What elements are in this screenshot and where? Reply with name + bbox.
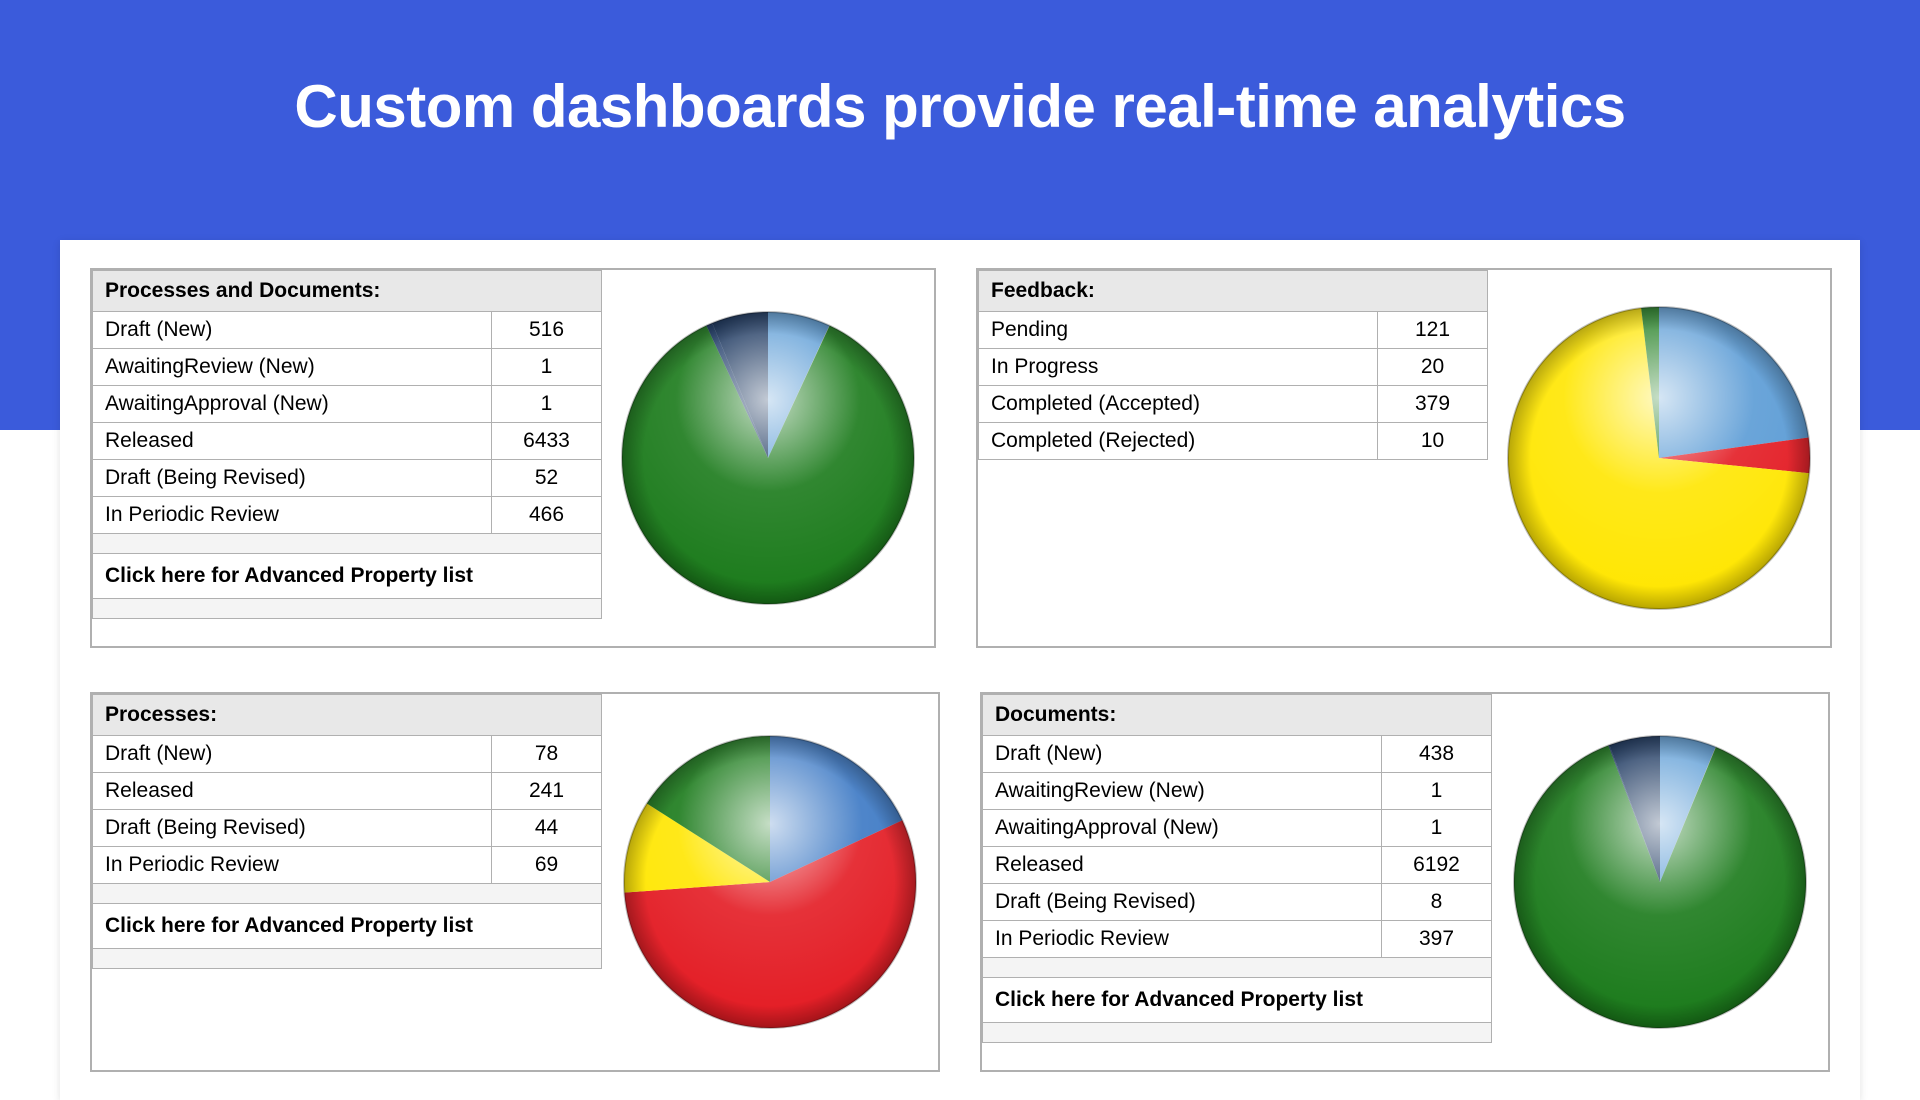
panel-table: Feedback: Pending121In Progress20Complet…: [978, 270, 1488, 646]
row-label: AwaitingApproval (New): [983, 810, 1382, 847]
table-title: Feedback:: [979, 271, 1488, 312]
table-row[interactable]: Released6433: [93, 423, 602, 460]
row-label: AwaitingReview (New): [93, 349, 492, 386]
row-label: In Periodic Review: [983, 921, 1382, 958]
row-label: AwaitingApproval (New): [93, 386, 492, 423]
advanced-property-link[interactable]: Click here for Advanced Property list: [93, 554, 602, 599]
table-row[interactable]: Pending121: [979, 312, 1488, 349]
advanced-property-link[interactable]: Click here for Advanced Property list: [983, 978, 1492, 1023]
row-value: 1: [492, 349, 602, 386]
spacer: [983, 958, 1492, 978]
row-value: 466: [492, 497, 602, 534]
pie-chart: [618, 308, 918, 608]
table-row[interactable]: Released241: [93, 773, 602, 810]
row-value: 20: [1378, 349, 1488, 386]
row-value: 438: [1382, 736, 1492, 773]
panel-table: Processes: Draft (New)78Released241Draft…: [92, 694, 602, 1070]
table-row[interactable]: Draft (New)438: [983, 736, 1492, 773]
table-row[interactable]: AwaitingReview (New)1: [93, 349, 602, 386]
row-label: Draft (Being Revised): [93, 460, 492, 497]
advanced-property-link[interactable]: Click here for Advanced Property list: [93, 904, 602, 949]
row-label: Draft (New): [93, 312, 492, 349]
panel-table: Documents: Draft (New)438AwaitingReview …: [982, 694, 1492, 1070]
panel-processes: Processes: Draft (New)78Released241Draft…: [90, 692, 940, 1072]
table-row[interactable]: In Progress20: [979, 349, 1488, 386]
pie-chart: [1504, 303, 1814, 613]
row-value: 516: [492, 312, 602, 349]
row-label: Released: [93, 773, 492, 810]
row-value: 379: [1378, 386, 1488, 423]
row-value: 78: [492, 736, 602, 773]
row-label: Released: [983, 847, 1382, 884]
row-value: 397: [1382, 921, 1492, 958]
table-row[interactable]: In Periodic Review69: [93, 847, 602, 884]
panel-chart: [1492, 694, 1828, 1070]
panel-chart: [1488, 270, 1830, 646]
data-table: Feedback: Pending121In Progress20Complet…: [978, 270, 1488, 460]
panel-chart: [602, 270, 934, 646]
row-label: AwaitingReview (New): [983, 773, 1382, 810]
dashboard-row-1: Processes and Documents: Draft (New)516A…: [90, 268, 1830, 648]
table-row[interactable]: AwaitingApproval (New)1: [983, 810, 1492, 847]
spacer: [93, 599, 602, 619]
panel-processes-and-documents: Processes and Documents: Draft (New)516A…: [90, 268, 936, 648]
row-value: 52: [492, 460, 602, 497]
table-row[interactable]: AwaitingApproval (New)1: [93, 386, 602, 423]
table-row[interactable]: Draft (Being Revised)8: [983, 884, 1492, 921]
spacer: [93, 949, 602, 969]
row-value: 10: [1378, 423, 1488, 460]
row-label: Draft (Being Revised): [93, 810, 492, 847]
table-row[interactable]: In Periodic Review466: [93, 497, 602, 534]
panel-documents: Documents: Draft (New)438AwaitingReview …: [980, 692, 1830, 1072]
data-table: Processes: Draft (New)78Released241Draft…: [92, 694, 602, 969]
pie-slice[interactable]: [1659, 307, 1809, 458]
row-value: 121: [1378, 312, 1488, 349]
row-label: Completed (Rejected): [979, 423, 1378, 460]
row-value: 69: [492, 847, 602, 884]
data-table: Documents: Draft (New)438AwaitingReview …: [982, 694, 1492, 1043]
table-row[interactable]: Draft (New)516: [93, 312, 602, 349]
table-title: Processes:: [93, 695, 602, 736]
row-value: 241: [492, 773, 602, 810]
panel-chart: [602, 694, 938, 1070]
row-label: Released: [93, 423, 492, 460]
table-row[interactable]: Draft (New)78: [93, 736, 602, 773]
spacer: [93, 534, 602, 554]
row-label: Completed (Accepted): [979, 386, 1378, 423]
row-label: Draft (Being Revised): [983, 884, 1382, 921]
row-label: Draft (New): [93, 736, 492, 773]
table-row[interactable]: Completed (Accepted)379: [979, 386, 1488, 423]
table-title: Processes and Documents:: [93, 271, 602, 312]
table-row[interactable]: AwaitingReview (New)1: [983, 773, 1492, 810]
row-value: 1: [492, 386, 602, 423]
pie-chart: [1510, 732, 1810, 1032]
row-label: In Progress: [979, 349, 1378, 386]
row-label: Pending: [979, 312, 1378, 349]
row-value: 6433: [492, 423, 602, 460]
pie-chart: [620, 732, 920, 1032]
table-row[interactable]: In Periodic Review397: [983, 921, 1492, 958]
dashboard-row-2: Processes: Draft (New)78Released241Draft…: [90, 692, 1830, 1072]
table-row[interactable]: Released6192: [983, 847, 1492, 884]
row-value: 8: [1382, 884, 1492, 921]
panel-table: Processes and Documents: Draft (New)516A…: [92, 270, 602, 646]
row-label: In Periodic Review: [93, 497, 492, 534]
dashboard-container: Processes and Documents: Draft (New)516A…: [60, 240, 1860, 1100]
row-label: Draft (New): [983, 736, 1382, 773]
panel-feedback: Feedback: Pending121In Progress20Complet…: [976, 268, 1832, 648]
data-table: Processes and Documents: Draft (New)516A…: [92, 270, 602, 619]
table-row[interactable]: Draft (Being Revised)52: [93, 460, 602, 497]
table-row[interactable]: Draft (Being Revised)44: [93, 810, 602, 847]
row-label: In Periodic Review: [93, 847, 492, 884]
row-value: 1: [1382, 810, 1492, 847]
row-value: 44: [492, 810, 602, 847]
spacer: [93, 884, 602, 904]
row-value: 6192: [1382, 847, 1492, 884]
spacer: [983, 1023, 1492, 1043]
row-value: 1: [1382, 773, 1492, 810]
table-title: Documents:: [983, 695, 1492, 736]
table-row[interactable]: Completed (Rejected)10: [979, 423, 1488, 460]
